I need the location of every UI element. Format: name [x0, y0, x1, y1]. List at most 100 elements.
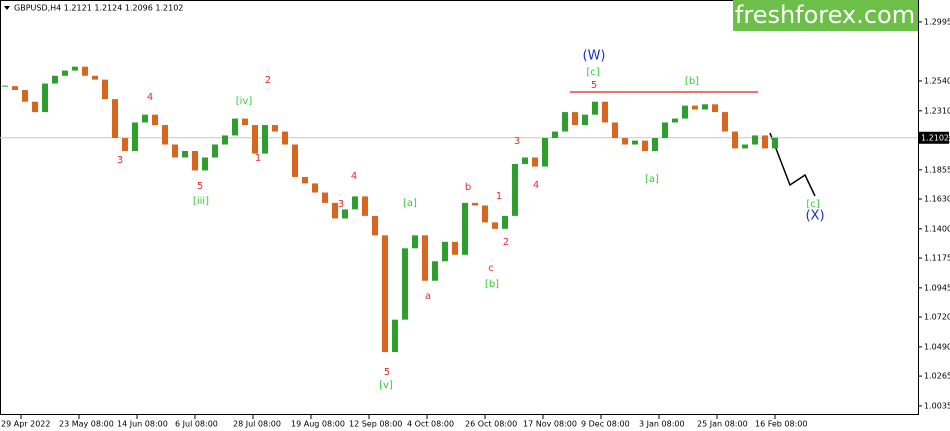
candle-body: [672, 118, 678, 123]
candle-body: [92, 75, 98, 80]
candle-body: [12, 86, 18, 91]
y-tick-label: 1.0265: [924, 372, 950, 381]
y-tick-label: 1.1630: [924, 195, 950, 204]
candle-body: [602, 101, 608, 123]
wave-label: (X): [805, 209, 824, 224]
candle-body: [262, 125, 268, 154]
candle-body: [442, 241, 448, 262]
wave-label: [iv]: [236, 96, 253, 107]
candle-body: [572, 112, 578, 126]
wave-label: [c]: [586, 67, 599, 78]
candle-body: [372, 215, 378, 236]
candle-body: [652, 138, 658, 152]
candle-body: [722, 112, 728, 132]
candle-body: [402, 248, 408, 320]
candle-body: [492, 222, 498, 229]
menu-triangle[interactable]: [4, 6, 10, 10]
wave-label: 5: [591, 80, 597, 91]
candle-body: [122, 138, 128, 152]
wave-label: 3: [514, 136, 520, 147]
candle-body: [622, 138, 628, 145]
wave-label: [b]: [485, 279, 499, 290]
wave-label: [iii]: [193, 196, 209, 207]
candle-body: [582, 114, 588, 126]
x-tick-label: 23 May 08:00: [59, 420, 114, 429]
candle-body: [682, 105, 688, 119]
candle-body: [182, 151, 188, 158]
wave-label: b: [465, 182, 471, 193]
wave-label: 4: [533, 180, 539, 191]
candle-body: [392, 319, 398, 353]
x-tick-label: 14 Jun 08:00: [117, 420, 168, 429]
candle-body: [212, 144, 218, 158]
candle-body: [72, 66, 78, 71]
candle-body: [532, 157, 538, 167]
wave-label: 3: [338, 199, 344, 210]
wave-label: [a]: [403, 198, 417, 209]
candle-body: [282, 131, 288, 145]
candle-body: [432, 261, 438, 281]
candle-body: [632, 140, 638, 145]
wave-label: [a]: [645, 174, 659, 185]
wave-label: 1: [255, 153, 261, 164]
x-tick-label: 4 Oct 08:00: [407, 420, 454, 429]
wave-label: a: [425, 291, 431, 302]
y-tick-label: 1.1175: [924, 254, 950, 263]
candle-body: [252, 125, 258, 154]
wave-label: 5: [197, 181, 203, 192]
candle-body: [32, 101, 38, 113]
candle-body: [332, 202, 338, 219]
candle-body: [712, 104, 718, 113]
candle-body: [452, 241, 458, 255]
candle-body: [472, 202, 478, 206]
candle-body: [702, 104, 708, 110]
candle-body: [382, 235, 388, 353]
y-tick-label: 1.0490: [924, 342, 950, 351]
x-tick-label: 17 Nov 08:00: [523, 420, 577, 429]
wave-label: (W): [583, 49, 606, 64]
wave-label: 1: [496, 191, 502, 202]
x-tick-label: 25 Jan 08:00: [697, 420, 748, 429]
candle-body: [552, 131, 558, 139]
candle-body: [642, 140, 648, 152]
y-tick-label: 1.2995: [924, 17, 950, 26]
candle-body: [752, 135, 758, 145]
candle-body: [62, 70, 68, 76]
candle-body: [142, 114, 148, 123]
x-tick-label: 28 Jul 08:00: [233, 420, 281, 429]
candle-body: [502, 215, 508, 229]
x-tick-label: 9 Dec 08:00: [581, 420, 630, 429]
candle-body: [762, 135, 768, 149]
candle-body: [662, 122, 668, 139]
symbol-header: GBPUSD,H4 1.2121 1.2124 1.2096 1.2102: [14, 4, 183, 13]
candle-body: [312, 183, 318, 193]
y-tick-label: 1.2540: [924, 76, 950, 85]
candle-body: [242, 118, 248, 126]
candle-body: [412, 235, 418, 249]
candle-body: [342, 209, 348, 219]
x-tick-label: 16 Feb 08:00: [755, 420, 807, 429]
candle-body: [102, 79, 108, 100]
candle-body: [232, 118, 238, 136]
y-tick-label: 1.0035: [924, 401, 950, 410]
candle-body: [292, 144, 298, 177]
candle-body: [562, 112, 568, 132]
last-price-box: [918, 131, 949, 144]
y-tick-label: 1.1400: [924, 224, 950, 233]
x-tick-label: 6 Jul 08:00: [175, 420, 218, 429]
x-tick-label: 12 Sep 08:00: [349, 420, 402, 429]
candle-body: [482, 205, 488, 223]
candle-body: [302, 176, 308, 184]
forecast-path: [769, 132, 816, 197]
candle-body: [202, 157, 208, 171]
last-price-label: 1.2102: [921, 133, 949, 142]
candle-body: [732, 131, 738, 149]
y-tick-label: 1.1855: [924, 165, 950, 174]
wave-label: c: [488, 263, 494, 274]
candle-body: [692, 105, 698, 110]
candle-body: [152, 114, 158, 126]
y-tick-label: 1.2310: [924, 106, 950, 115]
wave-label: 2: [265, 75, 271, 86]
